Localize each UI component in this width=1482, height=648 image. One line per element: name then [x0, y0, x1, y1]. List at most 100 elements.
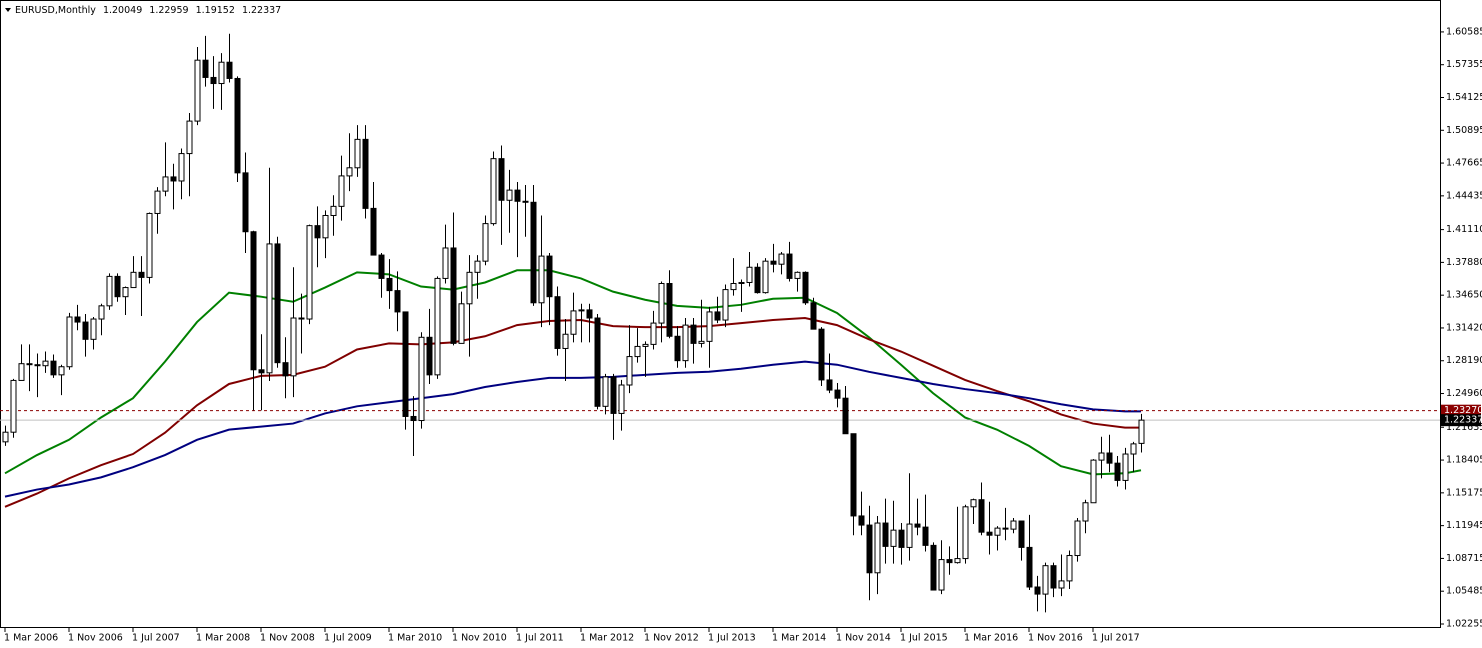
bear-body: [114, 275, 121, 298]
bear-body: [170, 176, 177, 182]
bull-body: [306, 225, 313, 320]
bear-body: [1034, 586, 1041, 595]
bull-body: [346, 167, 353, 177]
bull-body: [162, 176, 169, 192]
bull-body: [66, 316, 73, 368]
x-tick-label: 1 Jul 2011: [516, 633, 564, 644]
close: 1.22337: [242, 5, 281, 16]
bear-body: [370, 207, 377, 256]
bull-body: [458, 303, 465, 344]
bull-body: [1042, 565, 1049, 595]
y-tick-label: 1.60585: [1446, 26, 1482, 37]
bear-body: [530, 201, 537, 304]
bull-body: [10, 379, 17, 433]
bull-body: [354, 138, 361, 169]
bear-body: [594, 317, 601, 407]
price-label-box: [1441, 404, 1481, 417]
x-tick-label: 1 Jul 2007: [132, 633, 180, 644]
bear-body: [946, 559, 953, 564]
bull-body: [626, 356, 633, 386]
bull-body: [490, 158, 497, 225]
symbol: EURUSD,Monthly: [15, 5, 96, 16]
bear-body: [1114, 462, 1121, 481]
bull-body: [1138, 419, 1145, 444]
bear-body: [866, 524, 873, 574]
bull-body: [1090, 459, 1097, 504]
price-label: 1.23270: [1444, 405, 1482, 416]
bull-body: [98, 305, 105, 320]
bull-body: [2, 431, 9, 443]
bull-body: [874, 522, 881, 574]
bull-body: [1066, 555, 1073, 582]
bull-body: [954, 558, 961, 564]
x-tick-label: 1 Mar 2016: [964, 633, 1018, 644]
bull-body: [1010, 520, 1017, 530]
bear-body: [1026, 546, 1033, 588]
bear-body: [850, 433, 857, 517]
bull-body: [130, 271, 137, 289]
x-tick-label: 1 Mar 2006: [4, 633, 58, 644]
bull-body: [322, 214, 329, 239]
bear-body: [450, 247, 457, 344]
x-tick-label: 1 Mar 2014: [772, 633, 826, 644]
bear-body: [930, 544, 937, 591]
bull-body: [762, 260, 769, 294]
bear-body: [210, 76, 217, 85]
bear-body: [802, 271, 809, 304]
bull-body: [562, 333, 569, 349]
bear-body: [362, 138, 369, 209]
bear-body: [234, 77, 241, 174]
bear-body: [1050, 565, 1057, 589]
x-tick-label: 1 Mar 2010: [388, 633, 442, 644]
bull-body: [706, 311, 713, 342]
bull-body: [482, 223, 489, 262]
x-tick-label: 1 Mar 2012: [580, 633, 634, 644]
y-tick-label: 1.15175: [1446, 487, 1482, 498]
bull-body: [738, 281, 745, 284]
bull-body: [722, 289, 729, 321]
bull-body: [1074, 520, 1081, 557]
bear-body: [882, 522, 889, 547]
bull-body: [266, 243, 273, 374]
bear-body: [298, 317, 305, 320]
bull-body: [794, 271, 801, 279]
bear-body: [858, 515, 865, 526]
bull-body: [418, 336, 425, 422]
bear-body: [386, 277, 393, 292]
bear-body: [34, 364, 41, 367]
bear-body: [522, 200, 529, 203]
bull-body: [658, 282, 665, 324]
bull-body: [58, 366, 65, 376]
bull-body: [474, 260, 481, 273]
bull-body: [146, 212, 153, 278]
bear-body: [258, 369, 265, 374]
bear-body: [690, 324, 697, 344]
y-tick-label: 1.05485: [1446, 586, 1482, 597]
bull-body: [1122, 453, 1129, 481]
bull-body: [698, 340, 705, 344]
bull-body: [962, 506, 969, 560]
bull-body: [178, 153, 185, 182]
bull-body: [434, 277, 441, 376]
y-tick-label: 1.37880: [1446, 257, 1482, 268]
bear-body: [834, 389, 841, 399]
x-tick-label: 1 Mar 2008: [196, 633, 250, 644]
bear-body: [826, 379, 833, 391]
y-tick-label: 1.28190: [1446, 355, 1482, 366]
x-tick-label: 1 Jul 2013: [708, 633, 756, 644]
y-tick-label: 1.18405: [1446, 455, 1482, 466]
bull-body: [938, 559, 945, 591]
bear-body: [786, 253, 793, 279]
bear-body: [586, 309, 593, 319]
y-tick-label: 1.47665: [1446, 158, 1482, 169]
bear-body: [410, 415, 417, 422]
bull-body: [18, 363, 25, 381]
bear-body: [810, 302, 817, 330]
bull-body: [570, 310, 577, 335]
moving-average: [4, 360, 1141, 498]
bull-body: [506, 189, 513, 201]
y-tick-label: 1.21635: [1446, 422, 1482, 433]
bear-body: [426, 336, 433, 376]
bear-body: [610, 376, 617, 414]
